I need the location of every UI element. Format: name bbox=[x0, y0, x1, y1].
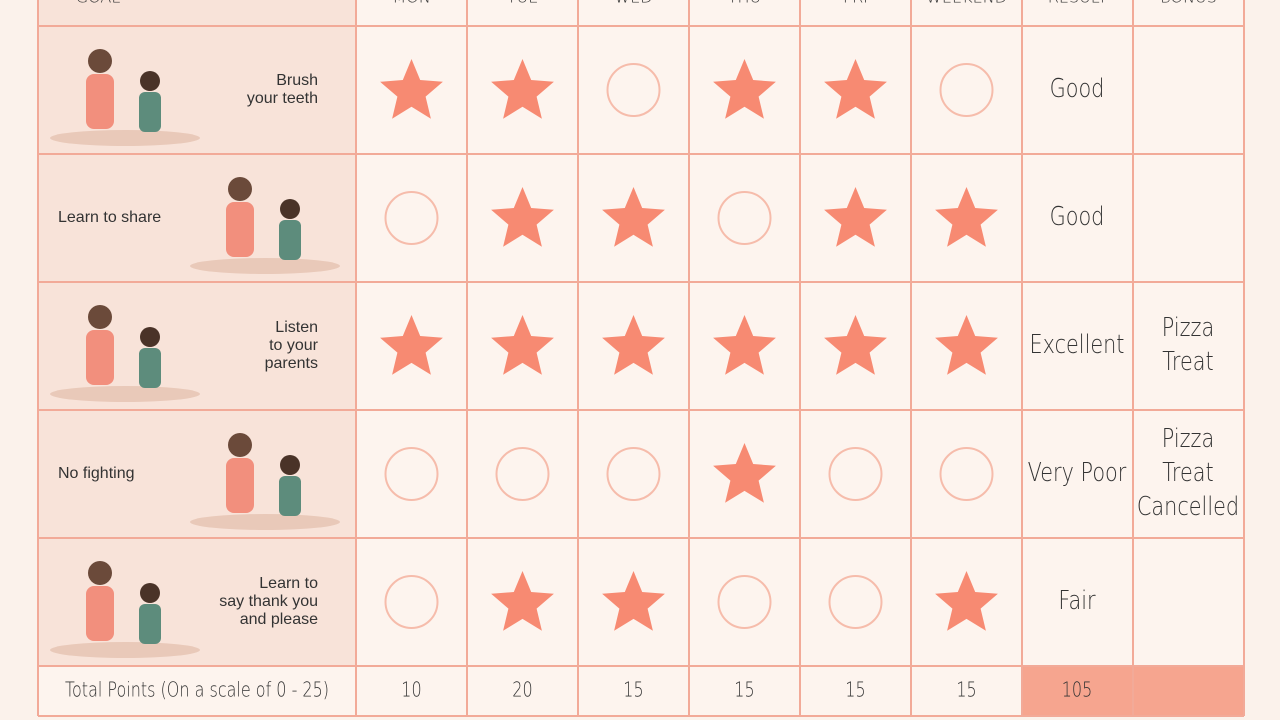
total-sum: 105 bbox=[1062, 679, 1093, 702]
star bbox=[935, 315, 998, 375]
goal-text: Learn to share bbox=[58, 209, 161, 226]
column-header: WED bbox=[614, 0, 652, 7]
empty-circle bbox=[384, 191, 439, 245]
star bbox=[935, 187, 998, 247]
illustration-floor bbox=[50, 386, 200, 402]
star bbox=[824, 59, 887, 119]
star bbox=[491, 315, 554, 375]
illustration-figure bbox=[226, 458, 254, 513]
empty-circle bbox=[939, 447, 994, 501]
empty-circle bbox=[495, 447, 550, 501]
total-points: 15 bbox=[845, 679, 865, 702]
star bbox=[824, 187, 887, 247]
illustration-figure bbox=[140, 583, 160, 603]
star bbox=[824, 315, 887, 375]
goal-text: Brush bbox=[276, 72, 318, 89]
column-header: GOAL bbox=[76, 0, 121, 7]
illustration-figure bbox=[86, 74, 114, 129]
result: Fair bbox=[1058, 585, 1095, 616]
illustration-figure bbox=[280, 199, 300, 219]
illustration-figure bbox=[140, 71, 160, 91]
star bbox=[713, 315, 776, 375]
bonus: Pizza bbox=[1162, 312, 1214, 343]
illustration-figure bbox=[88, 305, 112, 329]
illustration-figure bbox=[279, 476, 301, 516]
illustration-floor bbox=[190, 258, 340, 274]
column-header: RESULT bbox=[1048, 0, 1108, 7]
illustration-figure bbox=[139, 92, 161, 132]
bonus: Treat bbox=[1162, 346, 1213, 377]
illustration-figure bbox=[228, 177, 252, 201]
empty-circle bbox=[828, 447, 883, 501]
empty-circle bbox=[384, 447, 439, 501]
star bbox=[935, 571, 998, 631]
goal-text: Learn to bbox=[259, 575, 318, 592]
illustration-figure bbox=[88, 561, 112, 585]
column-header: WEEKEND bbox=[926, 0, 1007, 7]
empty-circle bbox=[828, 575, 883, 629]
goal-text: to your bbox=[269, 337, 319, 354]
star bbox=[602, 187, 665, 247]
result: Good bbox=[1050, 201, 1105, 232]
total-label: Total Points (On a scale of 0 - 25) bbox=[65, 679, 329, 702]
star bbox=[602, 315, 665, 375]
illustration-figure bbox=[86, 330, 114, 385]
illustration-figure bbox=[279, 220, 301, 260]
illustration-figure bbox=[139, 604, 161, 644]
total-points: 10 bbox=[401, 679, 421, 702]
column-header: MON bbox=[392, 0, 430, 7]
illustration-figure bbox=[228, 433, 252, 457]
star bbox=[380, 315, 443, 375]
result: Very Poor bbox=[1028, 457, 1127, 488]
total-points: 15 bbox=[956, 679, 976, 702]
empty-circle bbox=[717, 191, 772, 245]
column-header: THU bbox=[728, 0, 762, 7]
goal-text: and please bbox=[240, 611, 318, 628]
empty-circle bbox=[606, 447, 661, 501]
result: Excellent bbox=[1030, 329, 1125, 360]
goal-text: your teeth bbox=[247, 90, 318, 107]
empty-circle bbox=[606, 63, 661, 117]
illustration-floor bbox=[50, 642, 200, 658]
total-points: 20 bbox=[512, 679, 532, 702]
empty-circle bbox=[939, 63, 994, 117]
illustration-floor bbox=[50, 130, 200, 146]
star bbox=[713, 443, 776, 503]
empty-circle bbox=[717, 575, 772, 629]
star bbox=[491, 59, 554, 119]
illustration-figure bbox=[226, 202, 254, 257]
goal-text: Listen bbox=[275, 319, 318, 336]
star bbox=[491, 187, 554, 247]
bonus: Cancelled bbox=[1137, 491, 1239, 522]
illustration-figure bbox=[140, 327, 160, 347]
total-points: 15 bbox=[734, 679, 754, 702]
illustration-figure bbox=[280, 455, 300, 475]
empty-circle bbox=[384, 575, 439, 629]
star bbox=[602, 571, 665, 631]
star bbox=[713, 59, 776, 119]
illustration-figure bbox=[86, 586, 114, 641]
column-header: TUE bbox=[507, 0, 539, 7]
goal-text: No fighting bbox=[58, 465, 135, 482]
result: Good bbox=[1050, 73, 1105, 104]
star bbox=[380, 59, 443, 119]
goal-text: say thank you bbox=[219, 593, 318, 610]
bonus: Treat bbox=[1162, 457, 1213, 488]
column-header: FRI bbox=[843, 0, 868, 7]
bonus: Pizza bbox=[1162, 423, 1214, 454]
illustration-figure bbox=[139, 348, 161, 388]
illustration-figure bbox=[88, 49, 112, 73]
column-header: BONUS bbox=[1160, 0, 1217, 7]
goal-text: parents bbox=[265, 355, 318, 372]
star bbox=[491, 571, 554, 631]
total-points: 15 bbox=[623, 679, 643, 702]
illustration-floor bbox=[190, 514, 340, 530]
